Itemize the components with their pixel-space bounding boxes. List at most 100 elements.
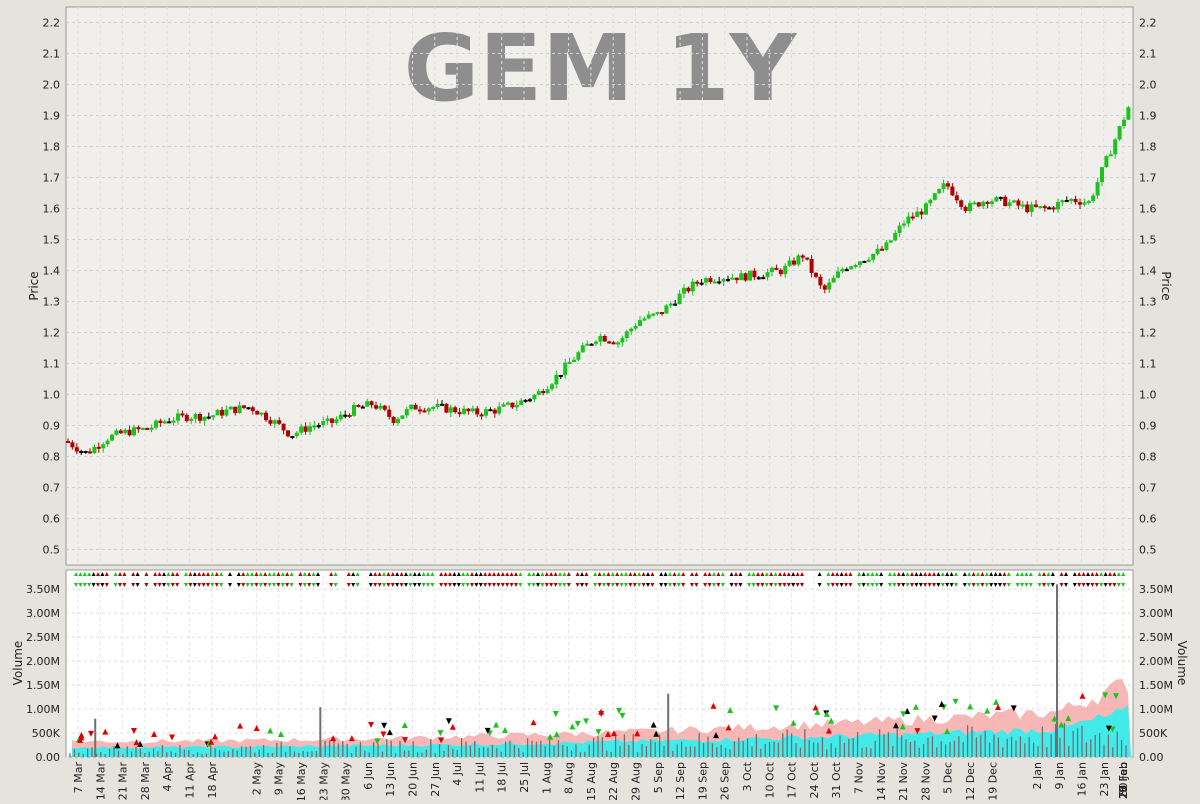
signal-up-marker	[144, 572, 149, 576]
volume-signal-marker	[212, 733, 219, 740]
volume-tick-label-left: 500K	[32, 727, 61, 740]
signal-up-marker	[681, 572, 686, 576]
candle-body	[88, 451, 92, 454]
signal-up-marker	[518, 572, 523, 576]
signal-up-marker	[844, 572, 848, 576]
chart-title: GEM 1Y	[404, 15, 798, 122]
signal-down-marker	[998, 583, 1002, 587]
signal-up-marker	[1064, 572, 1068, 576]
signal-down-marker	[716, 583, 721, 587]
candle-body	[809, 259, 814, 273]
signal-down-marker	[1094, 583, 1099, 587]
candle-body	[655, 312, 660, 315]
signal-up-marker	[113, 572, 118, 576]
signal-down-marker	[580, 583, 584, 587]
signal-down-marker	[628, 583, 633, 587]
candle-body	[110, 434, 114, 441]
signal-up-marker	[549, 572, 554, 576]
candle-body	[1078, 202, 1082, 205]
volume-signal-marker	[208, 738, 215, 745]
volume-signal-marker	[1065, 715, 1072, 722]
candle-body	[532, 394, 537, 400]
candle-body	[607, 341, 612, 344]
signal-up-marker	[214, 572, 219, 576]
signal-down-marker	[386, 583, 391, 587]
candle-body	[1117, 126, 1122, 140]
candle-body	[132, 427, 136, 436]
signal-down-marker	[272, 583, 276, 587]
price-tick-label-right: 0.7	[1139, 482, 1157, 495]
signal-down-marker	[113, 583, 118, 587]
signal-up-marker	[443, 572, 448, 576]
signal-up-marker	[408, 572, 413, 576]
volume-bars	[69, 584, 1127, 757]
signal-up-marker	[412, 572, 417, 576]
volume-signal-marker	[88, 730, 95, 737]
signal-down-marker	[1020, 583, 1024, 587]
volume-tick-label-right: 2.50M	[1139, 631, 1173, 644]
signal-down-marker	[496, 583, 501, 587]
signal-down-marker	[971, 583, 976, 587]
price-tick-label-left: 1.6	[43, 203, 61, 216]
signal-down-marker	[91, 583, 96, 587]
price-axis-title-left: Price	[27, 271, 41, 300]
signal-down-marker	[250, 583, 254, 587]
signal-up-marker	[839, 572, 844, 576]
candle-body	[695, 281, 700, 284]
signal-down-marker	[96, 583, 100, 587]
candle-body	[303, 426, 308, 432]
candle-body	[765, 272, 770, 278]
signal-up-marker	[782, 572, 787, 576]
candle-body	[338, 414, 343, 420]
signal-up-marker	[984, 572, 989, 576]
signal-up-marker	[166, 572, 171, 576]
signal-up-marker	[1037, 572, 1042, 576]
signal-up-marker	[826, 572, 831, 576]
signal-down-marker	[166, 583, 171, 587]
signal-markers	[74, 572, 1126, 749]
signal-up-marker	[1103, 572, 1108, 576]
x-tick-label: 12 Dec	[964, 762, 977, 800]
candle-body	[290, 436, 295, 439]
x-tick-label: 2 Jan	[1031, 762, 1044, 789]
signal-up-marker	[96, 572, 100, 576]
candle-body	[1007, 202, 1012, 206]
signal-down-marker	[1002, 583, 1007, 587]
signal-up-marker	[1006, 572, 1011, 576]
price-tick-label-right: 1.5	[1139, 234, 1157, 247]
candle-body	[717, 281, 722, 284]
signal-up-marker	[509, 572, 514, 576]
volume-signal-marker	[137, 740, 144, 747]
signal-up-marker	[540, 572, 545, 576]
candle-body	[840, 269, 845, 272]
candle-body	[184, 414, 189, 421]
signal-down-marker	[976, 583, 980, 587]
signal-down-marker	[443, 583, 448, 587]
candle-body	[580, 345, 585, 353]
volume-signal-marker	[1105, 725, 1112, 732]
signal-up-marker	[786, 572, 791, 576]
volume-signal-marker	[401, 721, 408, 728]
candle-body	[1108, 154, 1113, 157]
candle-body	[374, 405, 378, 409]
signal-down-marker	[641, 583, 646, 587]
x-tick-label: 27 Feb	[1117, 762, 1130, 799]
signal-up-marker	[329, 572, 334, 576]
signal-up-marker	[280, 572, 285, 576]
signal-down-marker	[764, 583, 769, 587]
signal-down-marker	[1024, 583, 1029, 587]
candle-body	[114, 430, 119, 435]
candle-body	[897, 225, 902, 233]
candle-body	[690, 281, 695, 292]
volume-signal-marker	[583, 718, 590, 725]
signal-down-marker	[712, 583, 716, 587]
x-tick-label: 11 Apr	[184, 762, 197, 799]
candle-body	[294, 432, 299, 437]
signal-down-marker	[839, 583, 844, 587]
signal-down-marker	[914, 583, 919, 587]
signal-up-marker	[1050, 572, 1055, 576]
signal-down-marker	[659, 583, 664, 587]
signal-up-marker	[1090, 572, 1095, 576]
x-tick-label: 14 Nov	[875, 762, 888, 800]
signal-up-marker	[566, 572, 571, 576]
